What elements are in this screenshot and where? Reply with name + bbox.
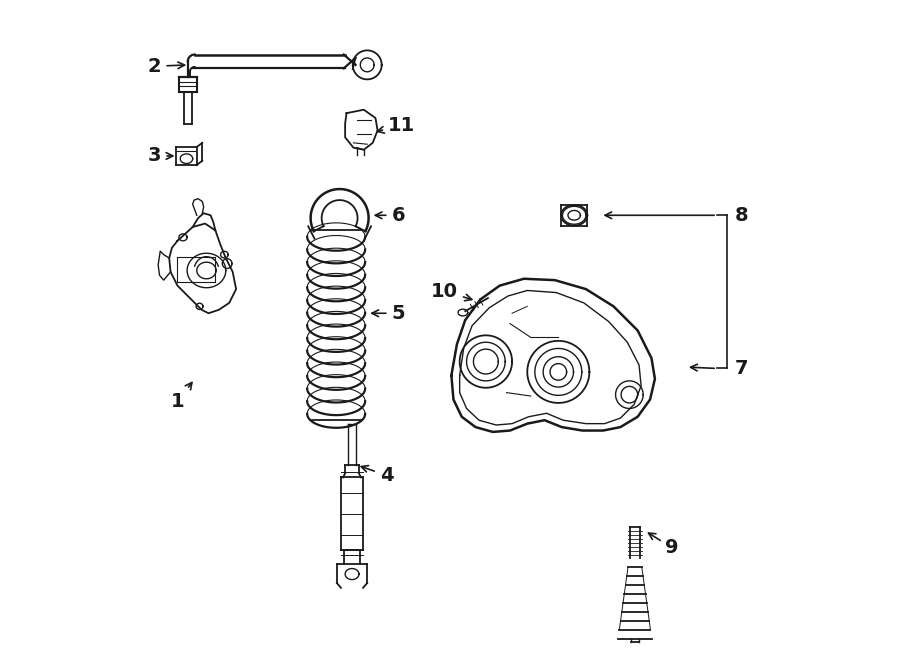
Text: 9: 9	[649, 533, 679, 557]
Text: 10: 10	[431, 282, 472, 301]
Text: 5: 5	[372, 304, 405, 323]
Text: 4: 4	[361, 465, 393, 485]
Text: 7: 7	[734, 359, 748, 378]
Text: 8: 8	[734, 206, 748, 225]
Text: 1: 1	[171, 383, 192, 411]
Text: 2: 2	[148, 57, 184, 76]
Text: 6: 6	[375, 206, 405, 225]
Text: 11: 11	[377, 116, 415, 135]
Text: 3: 3	[148, 147, 173, 165]
